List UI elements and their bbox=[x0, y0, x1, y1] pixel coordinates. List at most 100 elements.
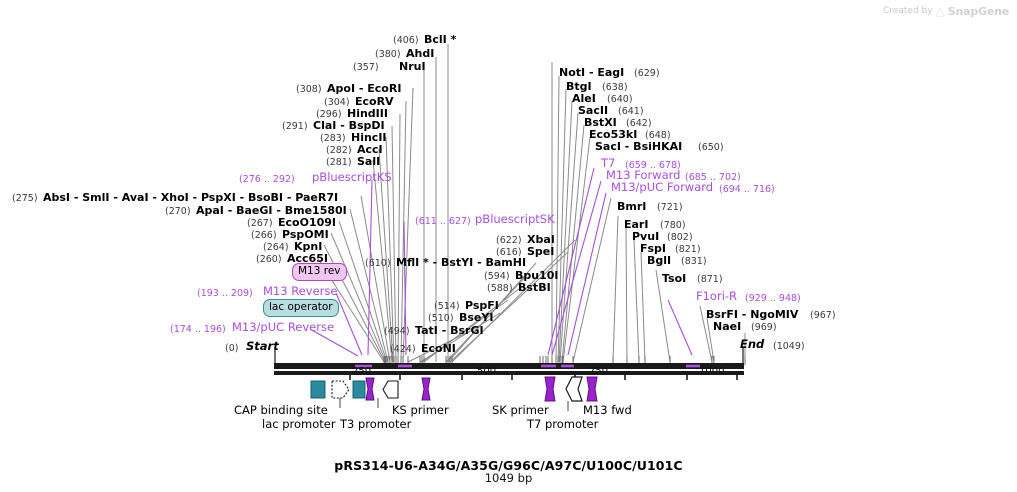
enzyme-name-hincii[interactable]: HincII bbox=[351, 131, 387, 144]
feature-glyphs bbox=[310, 376, 598, 402]
enzyme-position: (640) bbox=[607, 94, 633, 105]
feature-sk-primer-left[interactable] bbox=[421, 377, 431, 401]
enzyme-name-sali[interactable]: SalI bbox=[357, 155, 381, 168]
enzyme-name-ahdi[interactable]: AhdI bbox=[406, 47, 435, 60]
enzyme-name-acci[interactable]: AccI bbox=[357, 143, 383, 156]
feature-t7-promoter[interactable] bbox=[565, 376, 583, 402]
enzyme-name-bcli[interactable]: BclI * bbox=[424, 33, 457, 46]
enzyme-name-absi-group[interactable]: AbsI - SmlI - AvaI - XhoI - PspXI - BsoB… bbox=[43, 191, 339, 204]
feature-lac-promoter[interactable] bbox=[331, 380, 350, 399]
enzyme-position: (514) bbox=[434, 301, 460, 312]
enzyme-name-bpu10i[interactable]: Bpu10I bbox=[515, 269, 559, 282]
enzyme-name-nrui[interactable]: NruI bbox=[399, 60, 426, 73]
enzyme-name-ecoo109i[interactable]: EcoO109I bbox=[278, 216, 336, 229]
enzyme-name-bstxi[interactable]: BstXI bbox=[584, 116, 617, 129]
primer-range: (685 .. 702) bbox=[685, 172, 741, 183]
primer-name-m13-reverse[interactable]: M13 Reverse bbox=[263, 284, 338, 298]
enzyme-name-naei[interactable]: NaeI bbox=[713, 320, 742, 333]
enzyme-position: (588) bbox=[487, 283, 513, 294]
enzyme-name-bgli[interactable]: BglI bbox=[647, 254, 672, 267]
end-label: End bbox=[740, 337, 765, 351]
enzyme-name-bstbi[interactable]: BstBI bbox=[518, 281, 551, 294]
feature-label-sk-primer[interactable]: SK primer bbox=[492, 403, 549, 417]
enzyme-name-bseyi[interactable]: BseYI bbox=[459, 311, 494, 324]
primer-name-m13-puc-reverse[interactable]: M13/pUC Reverse bbox=[232, 320, 335, 334]
primer-name-f1ori-r[interactable]: F1ori-R bbox=[696, 289, 738, 303]
enzyme-name-tsoi[interactable]: TsoI bbox=[662, 272, 687, 285]
plasmid-length: 1049 bp bbox=[484, 471, 533, 485]
feature-label-m13-fwd[interactable]: M13 fwd bbox=[583, 403, 632, 417]
feature-sk-primer[interactable] bbox=[544, 376, 556, 402]
enzyme-name-noti-eagi[interactable]: NotI - EagI bbox=[559, 66, 625, 79]
enzyme-position: (380) bbox=[375, 49, 401, 60]
feature-label-t3-promoter[interactable]: T3 promoter bbox=[340, 417, 412, 431]
enzyme-name-kpni[interactable]: KpnI bbox=[294, 240, 323, 253]
ruler-tick-250: 250 bbox=[352, 366, 372, 377]
enzyme-name-econi[interactable]: EcoNI bbox=[421, 342, 456, 355]
enzyme-position: (406) bbox=[393, 35, 419, 46]
enzyme-name-btgi[interactable]: BtgI bbox=[566, 80, 592, 93]
enzyme-name-saci-bsihkai[interactable]: SacI - BsiHKAI bbox=[595, 140, 683, 153]
badge-m13-rev[interactable]: M13 rev bbox=[292, 263, 347, 281]
primer-name-pbluescriptks[interactable]: pBluescriptKS bbox=[312, 170, 392, 184]
enzyme-name-mfli-group[interactable]: MflI * - BstYI - BamHI bbox=[396, 256, 527, 269]
feature-m13-fwd[interactable] bbox=[586, 376, 598, 402]
enzyme-position: (424) bbox=[390, 344, 416, 355]
feature-t7-promoter-left[interactable] bbox=[382, 380, 399, 399]
enzyme-position: (650) bbox=[698, 142, 724, 153]
primer-range: (694 .. 716) bbox=[719, 184, 775, 195]
enzyme-name-bmri[interactable]: BmrI bbox=[617, 200, 647, 213]
snapgene-watermark: Created by △ SnapGene bbox=[883, 4, 1009, 18]
sequence-backbone-upper bbox=[274, 363, 744, 369]
enzyme-position: (967) bbox=[810, 310, 836, 321]
enzyme-name-hindiii[interactable]: HindIII bbox=[347, 107, 388, 120]
enzyme-name-apai-group[interactable]: ApaI - BaeGI - Bme1580I bbox=[196, 204, 347, 217]
enzyme-name-eco53ki[interactable]: Eco53kI bbox=[589, 128, 638, 141]
enzyme-position: (641) bbox=[618, 106, 644, 117]
enzyme-name-bsrfi-ngomiv[interactable]: BsrFI - NgoMIV bbox=[706, 308, 799, 321]
enzyme-name-eari[interactable]: EarI bbox=[624, 218, 649, 231]
end-position: (1049) bbox=[773, 341, 805, 352]
enzyme-position: (780) bbox=[660, 220, 686, 231]
enzyme-name-tati-bsrgi[interactable]: TatI - BsrGI bbox=[415, 324, 484, 337]
enzyme-position: (594) bbox=[484, 271, 510, 282]
enzyme-name-apoi-ecori[interactable]: ApoI - EcoRI bbox=[327, 82, 402, 95]
terminus-markers bbox=[274, 348, 744, 363]
enzyme-name-acc65i[interactable]: Acc65I bbox=[287, 252, 328, 265]
sequence-backbone-lower bbox=[274, 371, 744, 375]
enzyme-position: (802) bbox=[667, 232, 693, 243]
enzyme-position: (622) bbox=[496, 235, 522, 246]
enzyme-name-xbai[interactable]: XbaI bbox=[527, 233, 555, 246]
primer-range: (929 .. 948) bbox=[745, 293, 801, 304]
enzyme-position: (610) bbox=[365, 258, 391, 269]
primer-name-m13-puc-forward[interactable]: M13/pUC Forward bbox=[611, 180, 714, 194]
enzyme-name-alei[interactable]: AleI bbox=[572, 92, 596, 105]
enzyme-name-ecorv[interactable]: EcoRV bbox=[355, 95, 394, 108]
feature-label-t7-promoter[interactable]: T7 promoter bbox=[527, 417, 599, 431]
primer-name-m13-forward[interactable]: M13 Forward bbox=[606, 168, 681, 182]
feature-cap-binding-site[interactable] bbox=[310, 380, 326, 399]
feature-label-cap-binding-site[interactable]: CAP binding site bbox=[234, 403, 328, 417]
plasmid-title: pRS314-U6-A34G/A35G/G96C/A97C/U100C/U101… bbox=[334, 458, 683, 473]
enzyme-name-sacii[interactable]: SacII bbox=[578, 104, 609, 117]
enzyme-position: (510) bbox=[428, 313, 454, 324]
primer-name-pbluescriptsk[interactable]: pBluescriptSK bbox=[475, 212, 555, 226]
enzyme-name-fspi[interactable]: FspI bbox=[640, 242, 667, 255]
feature-label-lac-promoter[interactable]: lac promoter bbox=[262, 417, 336, 431]
enzyme-position: (831) bbox=[681, 256, 707, 267]
enzyme-name-spei[interactable]: SpeI bbox=[527, 245, 555, 258]
feature-label-ks-primer[interactable]: KS primer bbox=[392, 403, 449, 417]
enzyme-name-pspomi[interactable]: PspOMI bbox=[282, 228, 329, 241]
feature-t3-promoter[interactable] bbox=[352, 380, 366, 399]
enzyme-position: (721) bbox=[657, 202, 683, 213]
primer-name-t7[interactable]: T7 bbox=[601, 156, 616, 170]
enzyme-position: (648) bbox=[645, 130, 671, 141]
enzyme-name-clai-bspdi[interactable]: ClaI - BspDI bbox=[313, 119, 385, 132]
badge-lac-operator[interactable]: lac operator bbox=[263, 299, 339, 317]
enzyme-position: (494) bbox=[384, 326, 410, 337]
enzyme-name-pvui[interactable]: PvuI bbox=[632, 230, 660, 243]
feature-ks-primer[interactable] bbox=[365, 377, 375, 401]
leader-lines-right bbox=[551, 62, 746, 363]
enzyme-position: (969) bbox=[751, 322, 777, 333]
enzyme-name-pspfi[interactable]: PspFI bbox=[465, 299, 499, 312]
